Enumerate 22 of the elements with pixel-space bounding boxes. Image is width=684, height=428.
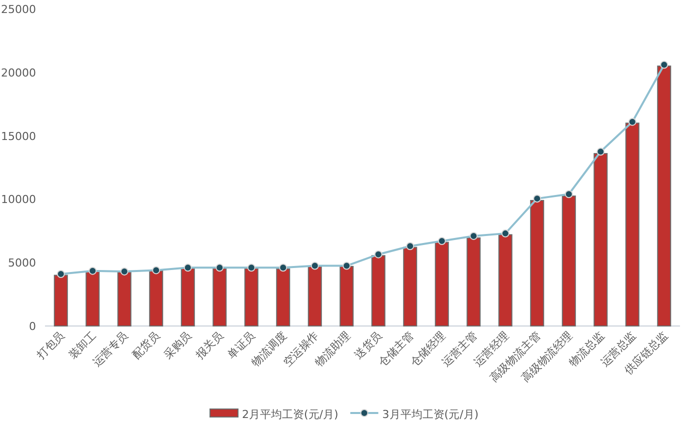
bar bbox=[434, 242, 449, 326]
bar bbox=[340, 266, 354, 326]
bar bbox=[562, 196, 576, 326]
bar bbox=[466, 237, 481, 326]
bar bbox=[149, 270, 164, 326]
bar bbox=[180, 268, 195, 326]
bar bbox=[244, 268, 258, 326]
legend-label: 2月平均工资(元/月) bbox=[242, 408, 338, 421]
bar bbox=[371, 255, 386, 326]
bar bbox=[276, 268, 290, 326]
bar bbox=[498, 234, 512, 326]
bar bbox=[625, 122, 640, 326]
bar bbox=[594, 153, 608, 326]
legend-label: 3月平均工资(元/月) bbox=[382, 408, 479, 421]
bar bbox=[657, 66, 672, 326]
bar bbox=[308, 266, 322, 326]
bar bbox=[54, 274, 68, 326]
bar bbox=[530, 200, 544, 326]
bar bbox=[403, 246, 418, 326]
bar bbox=[86, 270, 100, 326]
bar bbox=[212, 268, 227, 326]
bar bbox=[117, 272, 132, 326]
